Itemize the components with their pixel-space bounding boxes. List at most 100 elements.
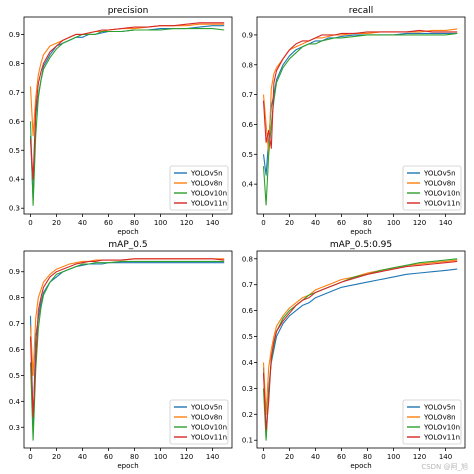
x-tick-label: 20 (285, 219, 294, 227)
legend-label: YOLOv10n (423, 424, 460, 432)
x-tick-label: 140 (439, 219, 452, 227)
legend-box (402, 399, 462, 445)
legend-label: YOLOv10n (423, 190, 460, 198)
x-tick-label: 120 (413, 453, 426, 461)
legend-label: YOLOv8n (190, 180, 223, 188)
series-line-YOLOv11n (29, 22, 225, 180)
legend-label: YOLOv5n (190, 170, 223, 178)
y-tick-label: 0.7 (242, 281, 253, 289)
series-line-YOLOv5n (262, 32, 458, 176)
y-tick-label: 0.3 (9, 205, 20, 213)
x-tick-label: 60 (104, 453, 113, 461)
legend-box (169, 399, 229, 445)
y-tick-label: 0.4 (242, 359, 254, 367)
legend-label: YOLOv8n (190, 414, 223, 422)
series-line-YOLOv10n (29, 28, 225, 206)
subplot-title: mAP_0.5:0.95 (330, 240, 392, 250)
legend-box (402, 165, 462, 211)
y-tick-label: 0.7 (9, 320, 20, 328)
series-lines (262, 258, 458, 441)
x-tick-label: 140 (206, 453, 219, 461)
x-tick-label: 20 (285, 453, 294, 461)
watermark: CSDN @阿_旭 (421, 463, 468, 471)
y-tick-label: 0.6 (9, 118, 21, 126)
series-lines (29, 258, 225, 441)
x-tick-label: 20 (52, 453, 61, 461)
legend-label: YOLOv5n (423, 170, 456, 178)
x-tick-label: 40 (78, 219, 87, 227)
axes-frame (23, 16, 233, 215)
y-tick-label: 0.6 (242, 307, 254, 315)
legend: YOLOv5n YOLOv8n YOLOv10n YOLOv11n (402, 399, 462, 445)
x-tick-label: 0 (28, 219, 32, 227)
legend-label: YOLOv5n (423, 404, 456, 412)
legend: YOLOv5n YOLOv8n YOLOv10n YOLOv11n (402, 165, 462, 211)
series-lines (29, 22, 225, 206)
x-tick-label: 0 (261, 453, 265, 461)
y-tick-label: 0.2 (242, 411, 253, 419)
x-axis-label: epoch (350, 228, 371, 236)
x-tick-label: 40 (311, 453, 320, 461)
y-tick-label: 0.9 (242, 31, 253, 39)
y-tick-label: 0.7 (242, 91, 253, 99)
y-tick-label: 0.9 (9, 268, 20, 276)
x-tick-label: 80 (363, 453, 372, 461)
legend-label: YOLOv10n (190, 190, 227, 198)
x-axis-label: epoch (350, 462, 371, 470)
x-tick-label: 60 (337, 219, 346, 227)
x-tick-label: 40 (311, 219, 320, 227)
x-tick-label: 100 (387, 453, 400, 461)
legend-label: YOLOv5n (190, 404, 223, 412)
x-tick-label: 0 (261, 219, 265, 227)
x-tick-label: 80 (130, 219, 139, 227)
y-tick-label: 0.1 (242, 437, 253, 445)
y-tick-label: 0.5 (9, 147, 20, 155)
series-line-YOLOv5n (262, 268, 458, 439)
legend-label: YOLOv11n (423, 434, 460, 442)
x-tick-label: 80 (130, 453, 139, 461)
subplot-title: precision (108, 6, 149, 16)
x-tick-label: 100 (387, 219, 400, 227)
x-axis-label: epoch (117, 228, 138, 236)
series-lines (262, 28, 458, 206)
series-line-YOLOv8n (29, 23, 225, 137)
x-tick-label: 60 (104, 219, 113, 227)
legend: YOLOv5n YOLOv8n YOLOv10n YOLOv11n (169, 165, 229, 211)
legend-label: YOLOv11n (190, 200, 227, 208)
legend-label: YOLOv8n (423, 180, 456, 188)
x-tick-label: 120 (180, 453, 193, 461)
y-tick-label: 0.5 (9, 372, 20, 380)
y-tick-label: 0.8 (9, 294, 20, 302)
x-tick-label: 40 (78, 453, 87, 461)
x-tick-label: 0 (28, 453, 32, 461)
series-line-YOLOv10n (29, 260, 225, 441)
subplot-4: mAP_0.5:0.95 0 20 40 60 80 100 120 140 0.1 0.2 0.3 0… (242, 240, 466, 470)
y-tick-label: 0.4 (9, 398, 21, 406)
legend-label: YOLOv8n (423, 414, 456, 422)
x-tick-label: 120 (180, 219, 193, 227)
y-tick-label: 0.4 (9, 176, 21, 184)
y-tick-label: 0.5 (242, 333, 253, 341)
subplot-3: mAP_0.5 0 20 40 60 80 100 120 140 0.3 0.4 0.5 0.6 0.7… (9, 240, 233, 470)
legend-label: YOLOv10n (190, 424, 227, 432)
y-tick-label: 0.8 (242, 61, 253, 69)
x-tick-label: 120 (413, 219, 426, 227)
x-tick-label: 140 (439, 453, 452, 461)
x-tick-label: 140 (206, 219, 219, 227)
subplot-1: precision 0 20 40 60 80 100 120 140 0.3 0.4 0.5 0.6 0… (9, 6, 233, 236)
axes-frame (256, 250, 466, 449)
legend-label: YOLOv11n (190, 434, 227, 442)
x-tick-label: 100 (154, 453, 167, 461)
legend-label: YOLOv11n (423, 200, 460, 208)
series-line-YOLOv10n (262, 32, 458, 206)
series-line-YOLOv11n (262, 29, 458, 149)
legend-box (169, 165, 229, 211)
y-tick-label: 0.7 (9, 89, 20, 97)
y-tick-label: 0.8 (9, 60, 20, 68)
axes-frame (256, 16, 466, 215)
x-tick-label: 20 (52, 219, 61, 227)
series-line-YOLOv8n (29, 258, 225, 376)
y-tick-label: 0.3 (242, 385, 253, 393)
y-tick-label: 0.4 (242, 181, 254, 189)
x-tick-label: 100 (154, 219, 167, 227)
